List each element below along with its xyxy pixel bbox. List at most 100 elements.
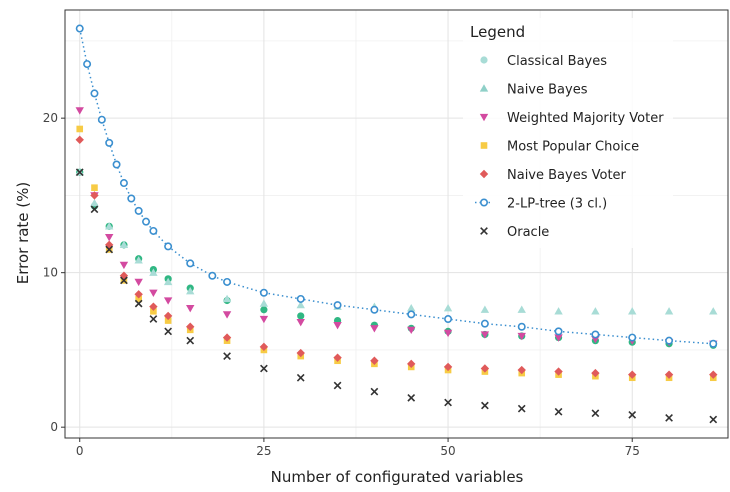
data-point-2-lp-tree-3-cl bbox=[223, 277, 232, 286]
data-point-weighted-majority-voter bbox=[222, 311, 232, 319]
plot-panel-border bbox=[64, 9, 729, 439]
data-point-naive-bayes bbox=[664, 307, 674, 315]
data-point-2-lp-tree-3-cl bbox=[517, 322, 526, 331]
data-point-naive-bayes bbox=[186, 287, 195, 295]
data-point-naive-bayes bbox=[90, 198, 99, 207]
cross-stroke bbox=[134, 299, 143, 308]
data-point-naive-bayes-voter bbox=[628, 370, 637, 379]
cross-stroke bbox=[90, 205, 99, 214]
legend-key-marker bbox=[479, 169, 489, 179]
data-point-2-lp-tree-3-cl bbox=[665, 336, 674, 345]
data-point-weighted-majority-voter bbox=[296, 318, 305, 327]
legend-label: Classical Bayes bbox=[507, 54, 607, 69]
data-point-naive-bayes-voter bbox=[333, 353, 342, 362]
data-point-2-lp-tree-3-cl bbox=[97, 115, 106, 124]
data-point-most-popular-choice bbox=[164, 317, 172, 324]
legend-key-marker bbox=[480, 142, 488, 149]
data-point-naive-bayes-voter bbox=[134, 290, 143, 299]
data-point-oracle bbox=[105, 245, 114, 254]
legend-label: Naive Bayes Voter bbox=[507, 168, 627, 183]
legend-key-marker bbox=[480, 227, 488, 235]
cross-stroke bbox=[407, 393, 416, 402]
data-point-2-lp-tree-3-cl bbox=[296, 294, 305, 303]
data-point-oracle bbox=[260, 364, 268, 373]
data-point-2-lp-tree-3-cl bbox=[208, 271, 217, 280]
data-point-naive-bayes-voter bbox=[296, 348, 305, 358]
legend-key-marker bbox=[480, 56, 488, 64]
data-point-oracle bbox=[296, 373, 305, 382]
y-tick-label: 0 bbox=[50, 420, 58, 434]
data-point-naive-bayes bbox=[119, 240, 129, 249]
data-point-classical-bayes bbox=[260, 306, 268, 314]
legend-label: Most Popular Choice bbox=[507, 140, 639, 155]
data-point-oracle bbox=[407, 393, 416, 402]
data-point-oracle bbox=[149, 315, 158, 323]
legend-key-marker bbox=[479, 198, 488, 207]
data-point-oracle bbox=[481, 401, 489, 410]
data-point-naive-bayes-voter bbox=[90, 191, 99, 200]
data-point-2-lp-tree-3-cl bbox=[709, 339, 718, 348]
data-point-oracle bbox=[665, 414, 673, 422]
legend-label: 2-LP-tree (3 cl.) bbox=[507, 197, 607, 212]
cross-stroke bbox=[480, 227, 488, 235]
cross-stroke bbox=[517, 404, 526, 413]
data-point-weighted-majority-voter bbox=[407, 326, 416, 335]
data-point-naive-bayes bbox=[407, 304, 416, 312]
y-tick-label: 10 bbox=[43, 266, 58, 280]
data-point-naive-bayes-voter bbox=[480, 364, 490, 373]
data-point-2-lp-tree-3-cl bbox=[628, 333, 637, 342]
legend-title: Legend bbox=[470, 23, 525, 41]
data-point-oracle bbox=[134, 299, 143, 308]
legend-entry-weighted-majority-voter: Weighted Majority Voter bbox=[479, 111, 664, 126]
data-point-naive-bayes-voter bbox=[186, 322, 195, 331]
data-point-naive-bayes bbox=[105, 222, 114, 230]
data-point-oracle bbox=[628, 410, 637, 419]
data-point-2-lp-tree-3-cl bbox=[142, 217, 151, 226]
data-point-weighted-majority-voter bbox=[105, 233, 114, 242]
data-point-naive-bayes bbox=[709, 307, 718, 315]
data-point-oracle bbox=[370, 387, 379, 396]
x-tick-label: 75 bbox=[625, 444, 640, 458]
legend-background bbox=[463, 18, 673, 248]
x-tick-label: 0 bbox=[76, 444, 84, 458]
data-point-weighted-majority-voter bbox=[163, 297, 173, 305]
legend-key-marker bbox=[479, 113, 489, 122]
data-point-2-lp-tree-3-cl bbox=[407, 310, 416, 319]
data-point-naive-bayes-voter bbox=[163, 311, 173, 321]
data-point-2-lp-tree-3-cl bbox=[105, 138, 114, 147]
series-2-lp-tree-3-cl bbox=[75, 24, 718, 348]
data-point-weighted-majority-voter bbox=[259, 315, 269, 324]
data-point-most-popular-choice bbox=[76, 125, 84, 133]
data-point-weighted-majority-voter bbox=[134, 278, 143, 287]
cross-stroke bbox=[591, 409, 600, 418]
data-point-naive-bayes bbox=[517, 305, 526, 313]
data-point-naive-bayes bbox=[163, 277, 173, 286]
data-point-oracle bbox=[120, 276, 128, 285]
data-point-weighted-majority-voter bbox=[443, 329, 453, 338]
data-point-naive-bayes bbox=[149, 268, 158, 276]
data-point-naive-bayes bbox=[480, 305, 490, 313]
axes-layer: 0 25 50 75 0 10 20 bbox=[43, 9, 729, 458]
data-point-naive-bayes-voter bbox=[554, 367, 563, 376]
legend: Classical Bayes Naive Bayes Weighted Major… bbox=[475, 54, 664, 240]
data-point-most-popular-choice bbox=[150, 307, 157, 315]
data-point-oracle bbox=[75, 168, 84, 177]
series-layer bbox=[75, 24, 718, 424]
data-point-2-lp-tree-3-cl bbox=[149, 226, 158, 235]
data-point-2-lp-tree-3-cl bbox=[333, 301, 342, 310]
data-point-naive-bayes bbox=[222, 294, 232, 303]
data-point-2-lp-tree-3-cl bbox=[134, 206, 143, 215]
legend-entry-most-popular-choice: Most Popular Choice bbox=[480, 140, 639, 155]
cross-stroke bbox=[260, 364, 268, 373]
cross-stroke bbox=[164, 327, 172, 336]
cross-stroke bbox=[149, 315, 158, 323]
legend-entry-naive-bayes-voter: Naive Bayes Voter bbox=[479, 168, 627, 183]
data-point-2-lp-tree-3-cl bbox=[259, 288, 268, 297]
data-point-classical-bayes bbox=[297, 312, 305, 320]
data-point-weighted-majority-voter bbox=[119, 261, 129, 270]
legend-entry-classical-bayes: Classical Bayes bbox=[480, 54, 607, 69]
cross-stroke bbox=[186, 336, 195, 345]
data-point-2-lp-tree-3-cl bbox=[90, 89, 99, 98]
